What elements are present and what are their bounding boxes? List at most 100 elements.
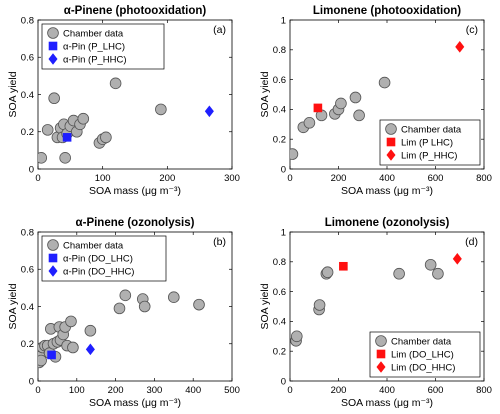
data-point-chamber bbox=[67, 341, 79, 354]
legend-marker bbox=[386, 137, 396, 147]
chart-panel-2: 0 100 200 300 400 500 0 0.2 0.4 0.6 0.8 α-Pinene (o… bbox=[7, 217, 240, 409]
data-point-chamber bbox=[155, 103, 167, 116]
legend-entry: α-Pin (P_LHC) bbox=[63, 41, 125, 52]
panel-letter: (d) bbox=[465, 236, 478, 248]
data-point-chamber bbox=[349, 91, 362, 104]
y-tick-label: 1 bbox=[281, 227, 286, 238]
legend-marker bbox=[48, 53, 58, 65]
x-axis-label: SOA mass (μg m⁻³) bbox=[341, 185, 433, 197]
data-point-chamber bbox=[290, 330, 303, 343]
y-tick-label: 0.4 bbox=[273, 105, 286, 116]
panel-letter: (b) bbox=[213, 236, 226, 248]
data-point-chamber bbox=[303, 117, 316, 129]
y-tick-label: 0.2 bbox=[273, 135, 286, 146]
legend-entry: Chamber data bbox=[63, 240, 124, 251]
legend-marker bbox=[376, 361, 386, 373]
data-point-chamber bbox=[59, 152, 71, 164]
data-point-chamber bbox=[335, 97, 347, 110]
legend-marker bbox=[385, 123, 397, 135]
chart-panel-0: 0 100 200 300 0 0.2 0.4 0.6 0.8 α-Pinene (photoox… bbox=[7, 5, 240, 197]
x-tick-label: 800 bbox=[476, 385, 492, 396]
y-axis-label: SOA yield bbox=[7, 283, 19, 329]
legend: Chamber data α-Pin (P_LHC) α-Pin (P_HHC) bbox=[41, 23, 165, 70]
legend-entry: α-Pin (P_HHC) bbox=[63, 54, 127, 65]
y-axis-label: SOA yield bbox=[259, 71, 271, 117]
legend: Chamber data Lim (P LHC) Lim (P_HHC) bbox=[379, 119, 481, 166]
data-point-chamber bbox=[393, 267, 405, 280]
x-tick-label: 400 bbox=[379, 173, 395, 184]
legend-entry: α-Pin (DO_HHC) bbox=[63, 266, 134, 277]
y-tick-label: 0.4 bbox=[273, 317, 286, 328]
legend-entry: α-Pin (DO_LHC) bbox=[63, 253, 133, 264]
data-point-chamber bbox=[378, 76, 391, 89]
y-tick-label: 0.8 bbox=[21, 227, 34, 238]
chart-panel-1: 0 200 400 600 800 0 0.2 0.4 0.6 0.8 1 Limonene (pho… bbox=[259, 5, 492, 197]
data-point-model bbox=[62, 133, 72, 142]
data-point-chamber bbox=[113, 302, 126, 315]
panel-title: α-Pinene (photooxidation) bbox=[64, 5, 207, 17]
y-tick-label: 0 bbox=[281, 164, 286, 175]
x-tick-label: 600 bbox=[428, 173, 444, 184]
data-point-chamber bbox=[38, 152, 48, 164]
x-tick-label: 600 bbox=[428, 385, 444, 396]
data-point-model bbox=[204, 105, 214, 118]
x-axis-label: SOA mass (μg m⁻³) bbox=[89, 397, 181, 409]
chart-panel-3: 0 200 400 600 800 0 0.2 0.4 0.6 0.8 1 Limonene (ozo… bbox=[259, 217, 492, 409]
data-point-chamber bbox=[168, 291, 180, 303]
data-point-chamber bbox=[138, 300, 151, 313]
y-tick-label: 0.8 bbox=[273, 45, 286, 56]
legend-marker bbox=[48, 265, 58, 277]
x-tick-label: 200 bbox=[108, 385, 124, 396]
x-tick-label: 500 bbox=[224, 385, 240, 396]
legend-box bbox=[379, 119, 481, 166]
panel-letter: (a) bbox=[213, 24, 226, 36]
data-point-chamber bbox=[313, 299, 326, 311]
y-axis-label: SOA yield bbox=[259, 283, 271, 329]
x-tick-label: 0 bbox=[35, 385, 40, 396]
data-point-chamber bbox=[109, 77, 122, 90]
data-point-chamber bbox=[84, 324, 97, 337]
panel-title: Limonene (ozonolysis) bbox=[325, 217, 450, 229]
markers bbox=[290, 41, 465, 160]
y-tick-label: 0.8 bbox=[273, 257, 286, 268]
data-point-chamber bbox=[48, 92, 60, 105]
data-point-model bbox=[313, 103, 323, 113]
x-tick-label: 200 bbox=[331, 385, 347, 396]
y-tick-label: 0.4 bbox=[21, 302, 34, 313]
data-point-chamber bbox=[65, 315, 77, 328]
legend-box bbox=[41, 235, 167, 282]
data-point-chamber bbox=[321, 266, 334, 279]
data-point-chamber bbox=[41, 124, 54, 136]
panel-title: α-Pinene (ozonolysis) bbox=[76, 217, 195, 229]
x-tick-label: 400 bbox=[185, 385, 201, 396]
data-point-chamber bbox=[119, 289, 132, 302]
x-tick-label: 100 bbox=[69, 385, 85, 396]
legend-box bbox=[41, 23, 165, 70]
legend-entry: Lim (DO_HHC) bbox=[391, 362, 455, 373]
x-axis-label: SOA mass (μg m⁻³) bbox=[89, 185, 181, 197]
legend-marker bbox=[376, 349, 386, 359]
x-tick-label: 800 bbox=[476, 173, 492, 184]
data-point-chamber bbox=[100, 131, 112, 144]
legend-entry: Chamber data bbox=[401, 124, 462, 135]
legend: Chamber data α-Pin (DO_LHC) α-Pin (DO_HHC) bbox=[41, 235, 167, 282]
legend-entry: Lim (P_HHC) bbox=[401, 150, 457, 161]
legend-entry: Chamber data bbox=[391, 336, 452, 347]
y-tick-label: 0.6 bbox=[21, 265, 34, 276]
y-tick-label: 0.4 bbox=[21, 90, 34, 101]
x-tick-label: 100 bbox=[95, 173, 111, 184]
x-axis-label: SOA mass (μg m⁻³) bbox=[341, 397, 433, 409]
legend: Chamber data Lim (DO_LHC) Lim (DO_HHC) bbox=[369, 331, 481, 378]
y-tick-label: 0.2 bbox=[21, 339, 34, 350]
y-tick-label: 1 bbox=[281, 15, 286, 26]
y-tick-label: 0.6 bbox=[273, 287, 286, 298]
y-tick-label: 0.8 bbox=[21, 15, 34, 26]
legend-marker bbox=[47, 239, 59, 251]
markers bbox=[38, 77, 214, 164]
panel-letter: (c) bbox=[466, 24, 478, 36]
y-axis-label: SOA yield bbox=[7, 71, 19, 117]
legend-marker bbox=[386, 149, 396, 161]
x-tick-label: 200 bbox=[331, 173, 347, 184]
data-point-model bbox=[455, 41, 465, 53]
